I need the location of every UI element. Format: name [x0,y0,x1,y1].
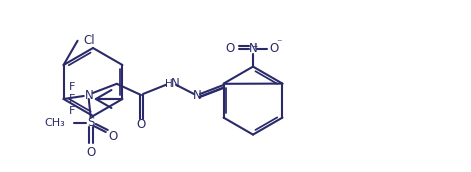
Text: CH₃: CH₃ [44,118,65,128]
Text: Cl: Cl [83,34,95,47]
Text: N: N [84,89,93,101]
Text: N: N [249,42,257,55]
Text: F: F [68,106,75,116]
Text: ⁻: ⁻ [276,39,282,49]
Text: F: F [68,94,75,104]
Text: H: H [165,79,173,89]
Text: O: O [137,118,146,131]
Text: O: O [226,42,235,55]
Text: F: F [68,82,75,92]
Text: N: N [171,77,179,90]
Text: O: O [269,42,279,55]
Text: +: + [251,42,257,51]
Text: N: N [193,89,202,101]
Text: O: O [86,147,96,159]
Text: O: O [108,131,117,143]
Text: S: S [87,116,95,130]
